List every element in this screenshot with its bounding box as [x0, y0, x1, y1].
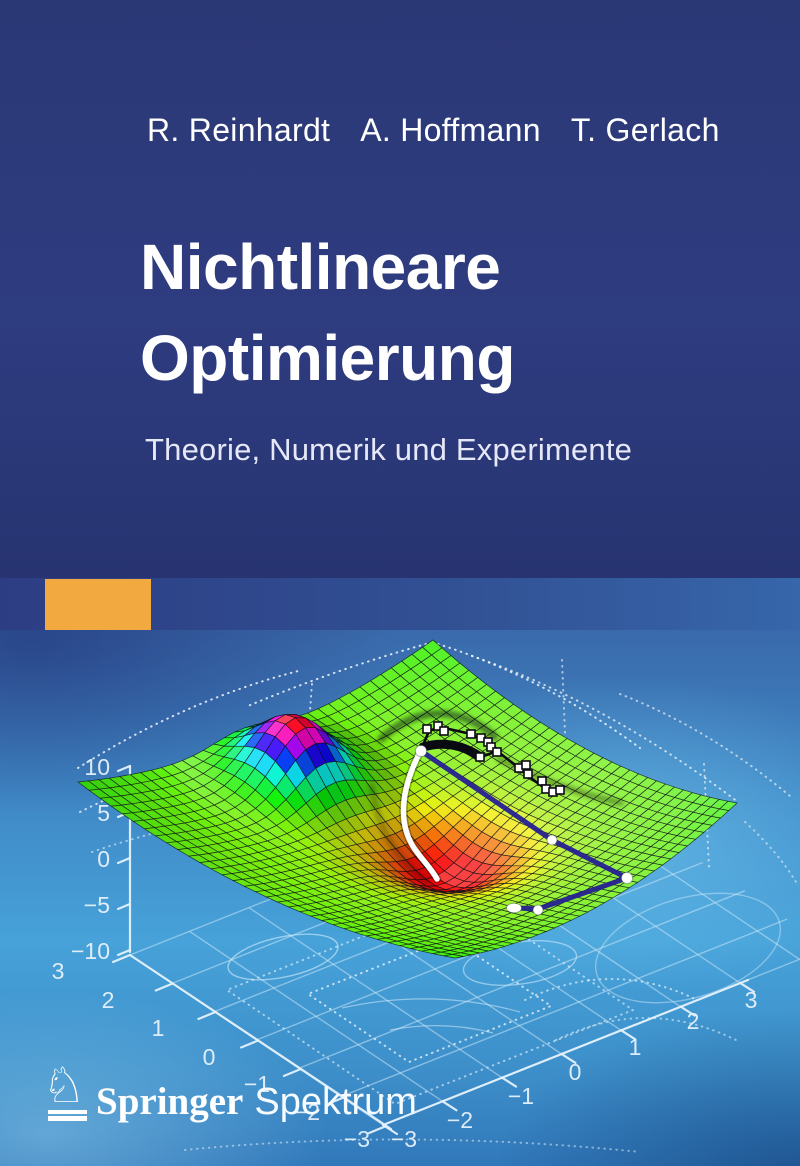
optimization-paths — [399, 721, 634, 916]
svg-text:1: 1 — [629, 1034, 642, 1060]
svg-text:2: 2 — [102, 987, 115, 1013]
svg-text:5: 5 — [97, 800, 110, 826]
svg-text:0: 0 — [97, 846, 110, 872]
svg-text:−10: −10 — [71, 938, 110, 964]
author-name: T. Gerlach — [570, 112, 720, 148]
svg-text:3: 3 — [745, 987, 758, 1013]
page-title: Nichtlineare Optimierung — [140, 222, 515, 404]
svg-text:0: 0 — [569, 1059, 582, 1085]
title-line-1: Nichtlineare — [140, 231, 501, 303]
svg-text:−5: −5 — [84, 892, 110, 918]
author-name: R. Reinhardt — [147, 112, 331, 148]
svg-text:10: 10 — [84, 754, 110, 780]
svg-text:0: 0 — [203, 1044, 216, 1070]
svg-text:−2: −2 — [294, 1099, 320, 1125]
accent-rectangle — [45, 579, 151, 631]
author-name: A. Hoffmann — [360, 112, 541, 148]
svg-text:−2: −2 — [447, 1107, 473, 1133]
svg-text:−3: −3 — [344, 1126, 370, 1152]
title-line-2: Optimierung — [140, 322, 515, 394]
shadow-creases — [368, 710, 624, 886]
svg-text:−3: −3 — [391, 1126, 417, 1152]
author-line: R. Reinhardt A. Hoffmann T. Gerlach — [147, 112, 750, 149]
svg-text:−1: −1 — [244, 1071, 270, 1097]
svg-text:−1: −1 — [508, 1083, 534, 1109]
svg-text:1: 1 — [152, 1015, 165, 1041]
subtitle: Theorie, Numerik und Experimente — [145, 432, 633, 467]
svg-text:3: 3 — [52, 958, 65, 984]
cover-header: R. Reinhardt A. Hoffmann T. Gerlach Nichtl… — [0, 0, 800, 578]
svg-text:2: 2 — [687, 1008, 700, 1034]
